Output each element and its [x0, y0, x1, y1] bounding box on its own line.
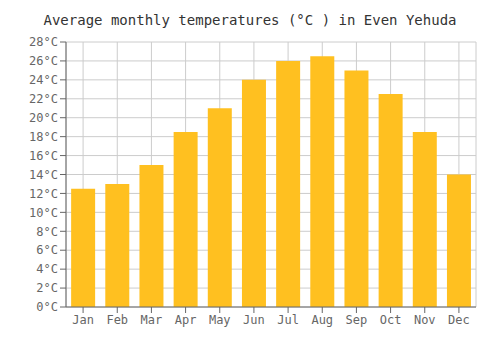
svg-text:22°C: 22°C	[29, 92, 58, 106]
svg-text:Jul: Jul	[277, 313, 299, 327]
svg-text:Nov: Nov	[414, 313, 436, 327]
svg-text:Jun: Jun	[243, 313, 265, 327]
svg-text:Aug: Aug	[311, 313, 333, 327]
svg-text:Apr: Apr	[175, 313, 197, 327]
svg-text:Dec: Dec	[448, 313, 470, 327]
svg-text:4°C: 4°C	[36, 262, 58, 276]
svg-text:8°C: 8°C	[36, 225, 58, 239]
svg-text:14°C: 14°C	[29, 168, 58, 182]
svg-text:Oct: Oct	[380, 313, 402, 327]
html-text:Average monthly temperatures (: Average monthly temperatures (°C ) in Ev…	[43, 12, 457, 28]
svg-text:Feb: Feb	[106, 313, 128, 327]
svg-text:10°C: 10°C	[29, 206, 58, 220]
svg-text:Mar: Mar	[141, 313, 163, 327]
svg-text:May: May	[209, 313, 231, 327]
svg-text:12°C: 12°C	[29, 187, 58, 201]
svg-text:6°C: 6°C	[36, 243, 58, 257]
svg-text:28°C: 28°C	[29, 35, 58, 49]
svg-text:26°C: 26°C	[29, 54, 58, 68]
svg-text:24°C: 24°C	[29, 73, 58, 87]
svg-text:0°C: 0°C	[36, 300, 58, 314]
svg-text:18°C: 18°C	[29, 130, 58, 144]
svg-text:Jan: Jan	[72, 313, 94, 327]
svg-text:2°C: 2°C	[36, 281, 58, 295]
svg-text:20°C: 20°C	[29, 111, 58, 125]
svg-text:Sep: Sep	[346, 313, 368, 327]
svg-text:16°C: 16°C	[29, 149, 58, 163]
